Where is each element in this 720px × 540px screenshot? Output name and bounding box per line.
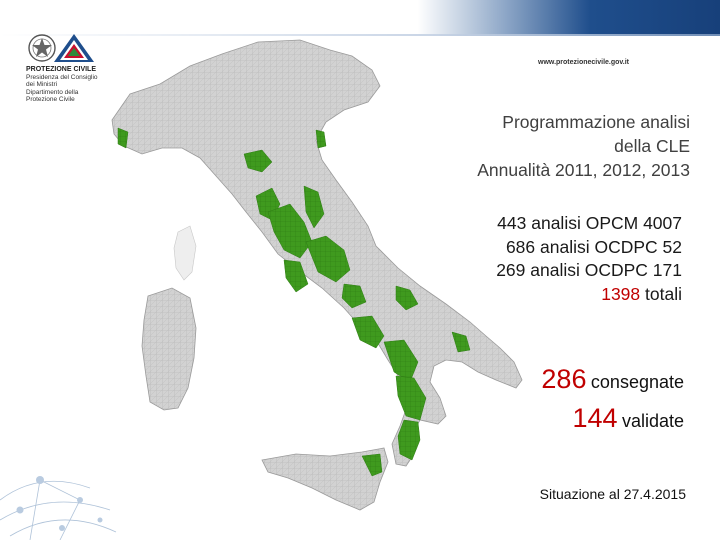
analysis-stats: 443 analisi OPCM 4007 686 analisi OCDPC … [496, 212, 682, 306]
cluster-molise [341, 283, 367, 309]
corsica [173, 225, 197, 281]
cluster-puglia [395, 285, 419, 311]
validated-label: validate [621, 411, 684, 431]
logo-caption-line2: Dipartimento della Protezione Civile [26, 88, 79, 104]
cluster-northeast [315, 129, 327, 149]
delivered-number: 286 [541, 364, 587, 394]
italian-emblem-icon [28, 34, 56, 62]
protezione-civile-triangle-icon [54, 34, 94, 62]
cluster-emilia [243, 149, 273, 173]
total-number: 1398 [601, 283, 641, 304]
stat-opcm-4007: 443 analisi OPCM 4007 [497, 213, 682, 233]
sicily [261, 447, 389, 511]
website-link[interactable]: www.protezionecivile.gov.it [538, 59, 630, 66]
cluster-liguria [117, 127, 129, 149]
cluster-lazio [283, 259, 309, 293]
logo-caption-line1: Presidenza del Consiglio dei Ministri [26, 73, 98, 89]
protezione-civile-logo [28, 34, 94, 62]
cluster-abruzzo [305, 235, 351, 283]
highlighted-municipalities [117, 127, 471, 477]
cluster-calabria-north [395, 375, 427, 421]
status-date: Situazione al 27.4.2015 [539, 486, 686, 502]
delivered-row: 286 consegnate [541, 362, 684, 401]
cluster-puglia-south [451, 331, 471, 353]
cluster-basilicata [383, 339, 419, 383]
network-decoration [0, 476, 117, 540]
cluster-marche-coast [303, 185, 325, 229]
logo-org-name: PROTEZIONE CIVILE [26, 66, 97, 73]
cluster-sicily-east [361, 453, 383, 477]
sardinia [141, 287, 197, 411]
delivery-stats: 286 consegnate 144 validate [541, 362, 684, 440]
header-bar [0, 0, 720, 34]
logo-caption: PROTEZIONE CIVILE Presidenza del Consigl… [26, 66, 106, 104]
title-line2: della CLE [614, 136, 690, 156]
stat-total: 1398 totali [496, 283, 682, 307]
title-line3: Annualità 2011, 2012, 2013 [477, 160, 690, 180]
total-word: totali [645, 283, 682, 304]
header-divider [0, 34, 720, 36]
slide-title: Programmazione analisi della CLE Annuali… [477, 110, 690, 182]
cluster-umbria-marche [267, 203, 313, 259]
delivered-label: consegnate [590, 372, 684, 392]
title-line1: Programmazione analisi [502, 112, 690, 132]
cluster-calabria-south [397, 419, 421, 461]
cluster-campania [351, 315, 385, 349]
stat-ocdpc-171: 269 analisi OCDPC 171 [496, 260, 682, 280]
validated-number: 144 [572, 403, 618, 433]
validated-row: 144 validate [541, 401, 684, 440]
italy-municipalities-map [111, 39, 523, 511]
stat-ocdpc-52: 686 analisi OCDPC 52 [505, 236, 682, 257]
